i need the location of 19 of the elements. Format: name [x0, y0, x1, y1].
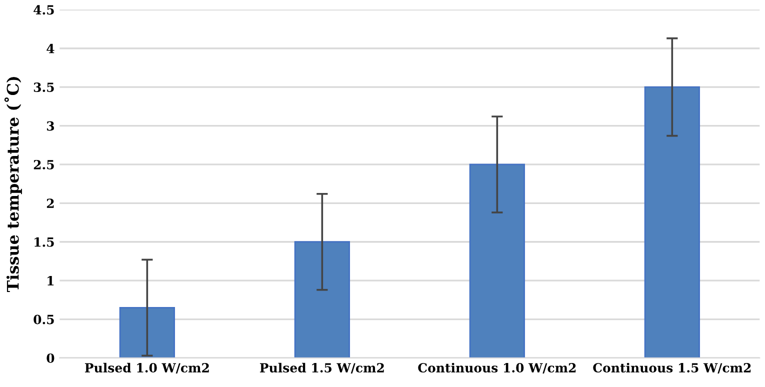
bar [119, 306, 175, 358]
y-tick-label: 4.5 [34, 5, 54, 15]
x-tick-label: Continuous 1.5 W/cm2 [593, 362, 751, 374]
y-tick-label: 0.5 [34, 314, 54, 324]
bar [294, 241, 350, 358]
y-tick-label: 0 [46, 353, 54, 363]
x-tick-label: Continuous 1.0 W/cm2 [418, 362, 576, 374]
y-tick-label: 1.5 [34, 237, 54, 247]
y-tick-label: 4 [46, 44, 54, 54]
bar [644, 86, 700, 358]
y-tick-label: 1 [48, 276, 54, 286]
x-tick-label: Pulsed 1.5 W/cm2 [260, 362, 384, 374]
y-tick-label: 2.5 [34, 160, 54, 170]
x-tick-label: Pulsed 1.0 W/cm2 [84, 362, 209, 374]
bar [469, 164, 525, 358]
y-axis-title: Tissue temperature (˚C) [4, 76, 22, 292]
y-tick-label: 3.5 [34, 82, 54, 92]
y-tick-label: 3 [46, 121, 54, 131]
y-tick-label: 2 [46, 198, 54, 208]
